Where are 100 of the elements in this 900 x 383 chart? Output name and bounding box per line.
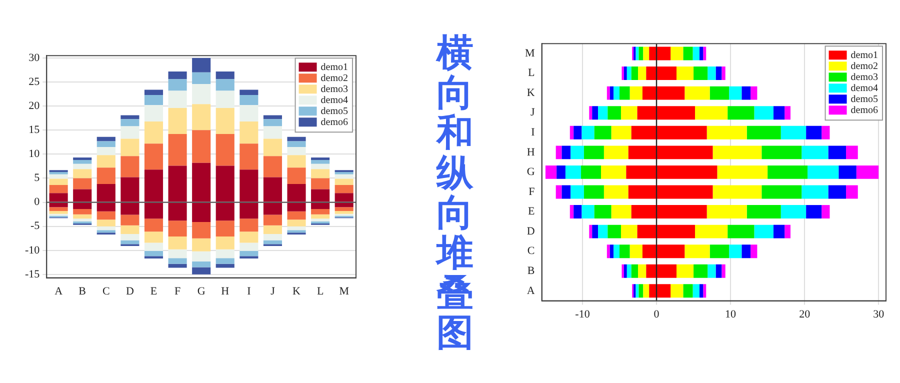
bar [287, 226, 306, 230]
bar [754, 106, 774, 120]
bar [311, 160, 330, 164]
y-tick-label: 5 [34, 172, 40, 184]
bar [144, 121, 164, 144]
bar [703, 284, 706, 298]
bar [614, 244, 620, 258]
bar [643, 46, 650, 60]
bar [334, 207, 354, 211]
y-tick-label: E [528, 206, 536, 218]
bar [695, 106, 728, 120]
bar [592, 224, 598, 238]
bar [216, 134, 234, 166]
bar [676, 264, 694, 278]
bar [808, 165, 839, 179]
bar [611, 126, 632, 140]
bar [73, 169, 92, 178]
bar [630, 244, 642, 258]
bar [263, 214, 282, 226]
bar [168, 249, 187, 258]
bar [608, 106, 621, 120]
bar [192, 238, 211, 252]
bar [192, 130, 211, 163]
bar [631, 66, 638, 80]
bar [73, 160, 92, 164]
bar [746, 205, 781, 218]
bar [584, 146, 604, 160]
x-tick-label: C [102, 285, 110, 298]
bar [287, 211, 306, 220]
bar [287, 230, 306, 233]
bar [706, 126, 747, 140]
bar [240, 105, 258, 122]
legend-label: demo5 [850, 94, 878, 106]
bar [608, 224, 621, 238]
bar [636, 46, 639, 60]
bar [556, 185, 562, 199]
bar [49, 184, 68, 194]
bar [263, 234, 282, 240]
bar [610, 86, 614, 100]
y-tick-label: I [531, 126, 536, 139]
bar [556, 146, 562, 160]
bar [626, 264, 632, 278]
bar [598, 224, 608, 238]
x-tick-label: E [150, 285, 158, 298]
x-tick-label: 0 [654, 308, 660, 320]
bar [708, 66, 716, 80]
y-tick-label: 15 [28, 124, 40, 136]
bar [287, 136, 306, 142]
bar [626, 66, 632, 80]
bar [750, 86, 758, 100]
bar [582, 205, 594, 218]
bar [192, 58, 211, 72]
bar [311, 218, 330, 222]
bar [708, 264, 716, 278]
bar [287, 220, 306, 226]
bar [240, 121, 258, 144]
bar [802, 146, 828, 160]
y-tick-label: 20 [28, 100, 40, 112]
bar [287, 146, 306, 156]
bar [565, 165, 582, 179]
bar [589, 224, 592, 238]
bar [120, 138, 140, 156]
bar [610, 244, 614, 258]
bar [216, 258, 234, 264]
y-tick-label: 10 [28, 148, 40, 160]
bar [144, 105, 164, 122]
bar [120, 115, 140, 120]
bar [120, 126, 140, 139]
bar [240, 250, 258, 256]
bar [592, 106, 598, 120]
bar [754, 224, 774, 238]
bar [692, 284, 700, 298]
bar [773, 106, 785, 120]
text: 横向和纵向堆叠图 [436, 31, 474, 354]
bar [144, 250, 164, 256]
bar [710, 244, 730, 258]
bar [729, 244, 742, 258]
bar [762, 185, 802, 199]
bar [144, 242, 164, 251]
y-tick-label: H [526, 146, 535, 158]
y-tick-label: 30 [28, 52, 40, 64]
bar [240, 95, 258, 106]
bar [562, 146, 571, 160]
bar [643, 284, 650, 298]
bar [695, 224, 728, 238]
y-tick-label: F [528, 186, 535, 198]
y-tick-label: M [525, 47, 535, 60]
bar [638, 66, 646, 80]
bar [624, 264, 627, 278]
bar [589, 106, 592, 120]
bar [334, 210, 354, 214]
bar [263, 126, 282, 139]
x-tick-label: 10 [725, 308, 737, 320]
bar [263, 240, 282, 244]
bar [742, 244, 751, 258]
bar [716, 264, 722, 278]
bar [822, 205, 830, 218]
x-tick-label: A [54, 285, 63, 298]
bar [802, 185, 828, 199]
bar [716, 66, 722, 80]
